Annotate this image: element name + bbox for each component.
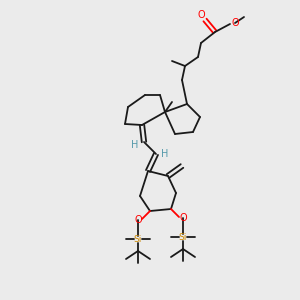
Text: O: O [134, 215, 142, 225]
Text: H: H [161, 149, 169, 159]
Text: O: O [179, 213, 187, 223]
Text: H: H [131, 140, 139, 150]
Text: Si: Si [134, 235, 142, 244]
Text: O: O [231, 18, 239, 28]
Text: O: O [197, 10, 205, 20]
Text: Si: Si [179, 232, 187, 242]
